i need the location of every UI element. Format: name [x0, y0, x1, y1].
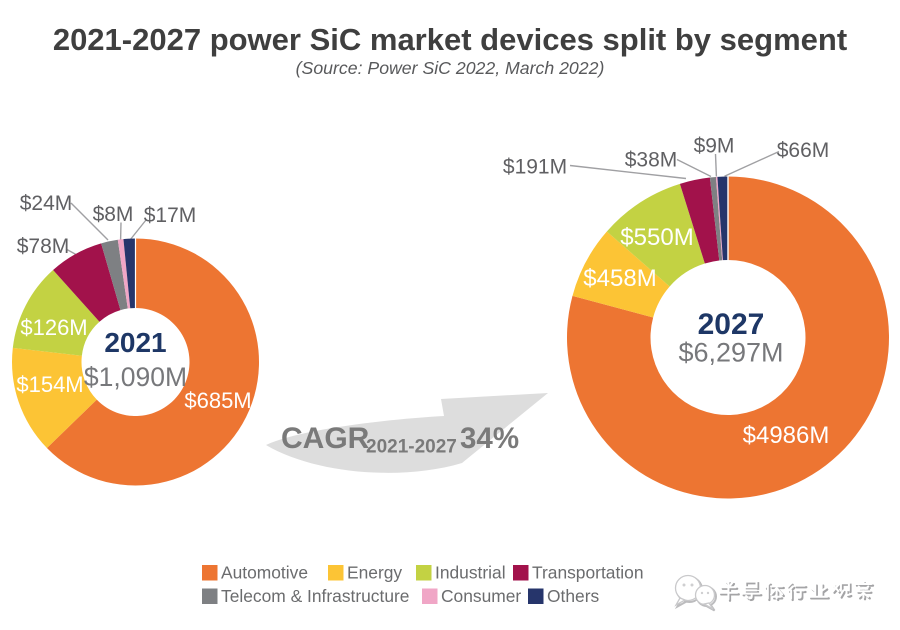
svg-text:$458M: $458M [583, 265, 656, 292]
svg-text:34%: 34% [460, 422, 519, 455]
svg-text:$66M: $66M [777, 139, 830, 162]
svg-text:$6,297M: $6,297M [678, 338, 783, 368]
svg-text:$17M: $17M [144, 204, 197, 227]
svg-text:Transportation: Transportation [532, 563, 644, 583]
svg-text:$126M: $126M [20, 315, 87, 340]
svg-text:Industrial: Industrial [435, 563, 506, 583]
svg-text:$685M: $685M [184, 388, 251, 413]
svg-text:$38M: $38M [625, 149, 678, 172]
svg-text:$550M: $550M [620, 224, 693, 251]
svg-text:Consumer: Consumer [441, 586, 521, 606]
svg-text:2021: 2021 [104, 327, 166, 358]
svg-text:$191M: $191M [503, 156, 567, 179]
svg-text:$78M: $78M [17, 235, 70, 258]
svg-text:$1,090M: $1,090M [84, 362, 187, 392]
svg-text:$154M: $154M [16, 372, 83, 397]
svg-text:2021-2027: 2021-2027 [366, 437, 457, 458]
svg-text:$9M: $9M [694, 135, 735, 158]
svg-text:$4986M: $4986M [743, 422, 830, 449]
svg-text:CAGR: CAGR [281, 422, 370, 455]
svg-text:Energy: Energy [347, 563, 402, 583]
svg-text:$24M: $24M [20, 192, 73, 215]
svg-text:Automotive: Automotive [221, 563, 308, 583]
svg-text:$8M: $8M [93, 203, 134, 226]
svg-text:(Source: Power SiC 2022, March: (Source: Power SiC 2022, March 2022) [296, 58, 605, 78]
svg-text:Others: Others [547, 586, 599, 606]
svg-text:2027: 2027 [698, 308, 765, 341]
svg-text:Telecom & Infrastructure: Telecom & Infrastructure [221, 586, 409, 606]
svg-text:2021-2027 power SiC market dev: 2021-2027 power SiC market devices split… [53, 22, 847, 57]
